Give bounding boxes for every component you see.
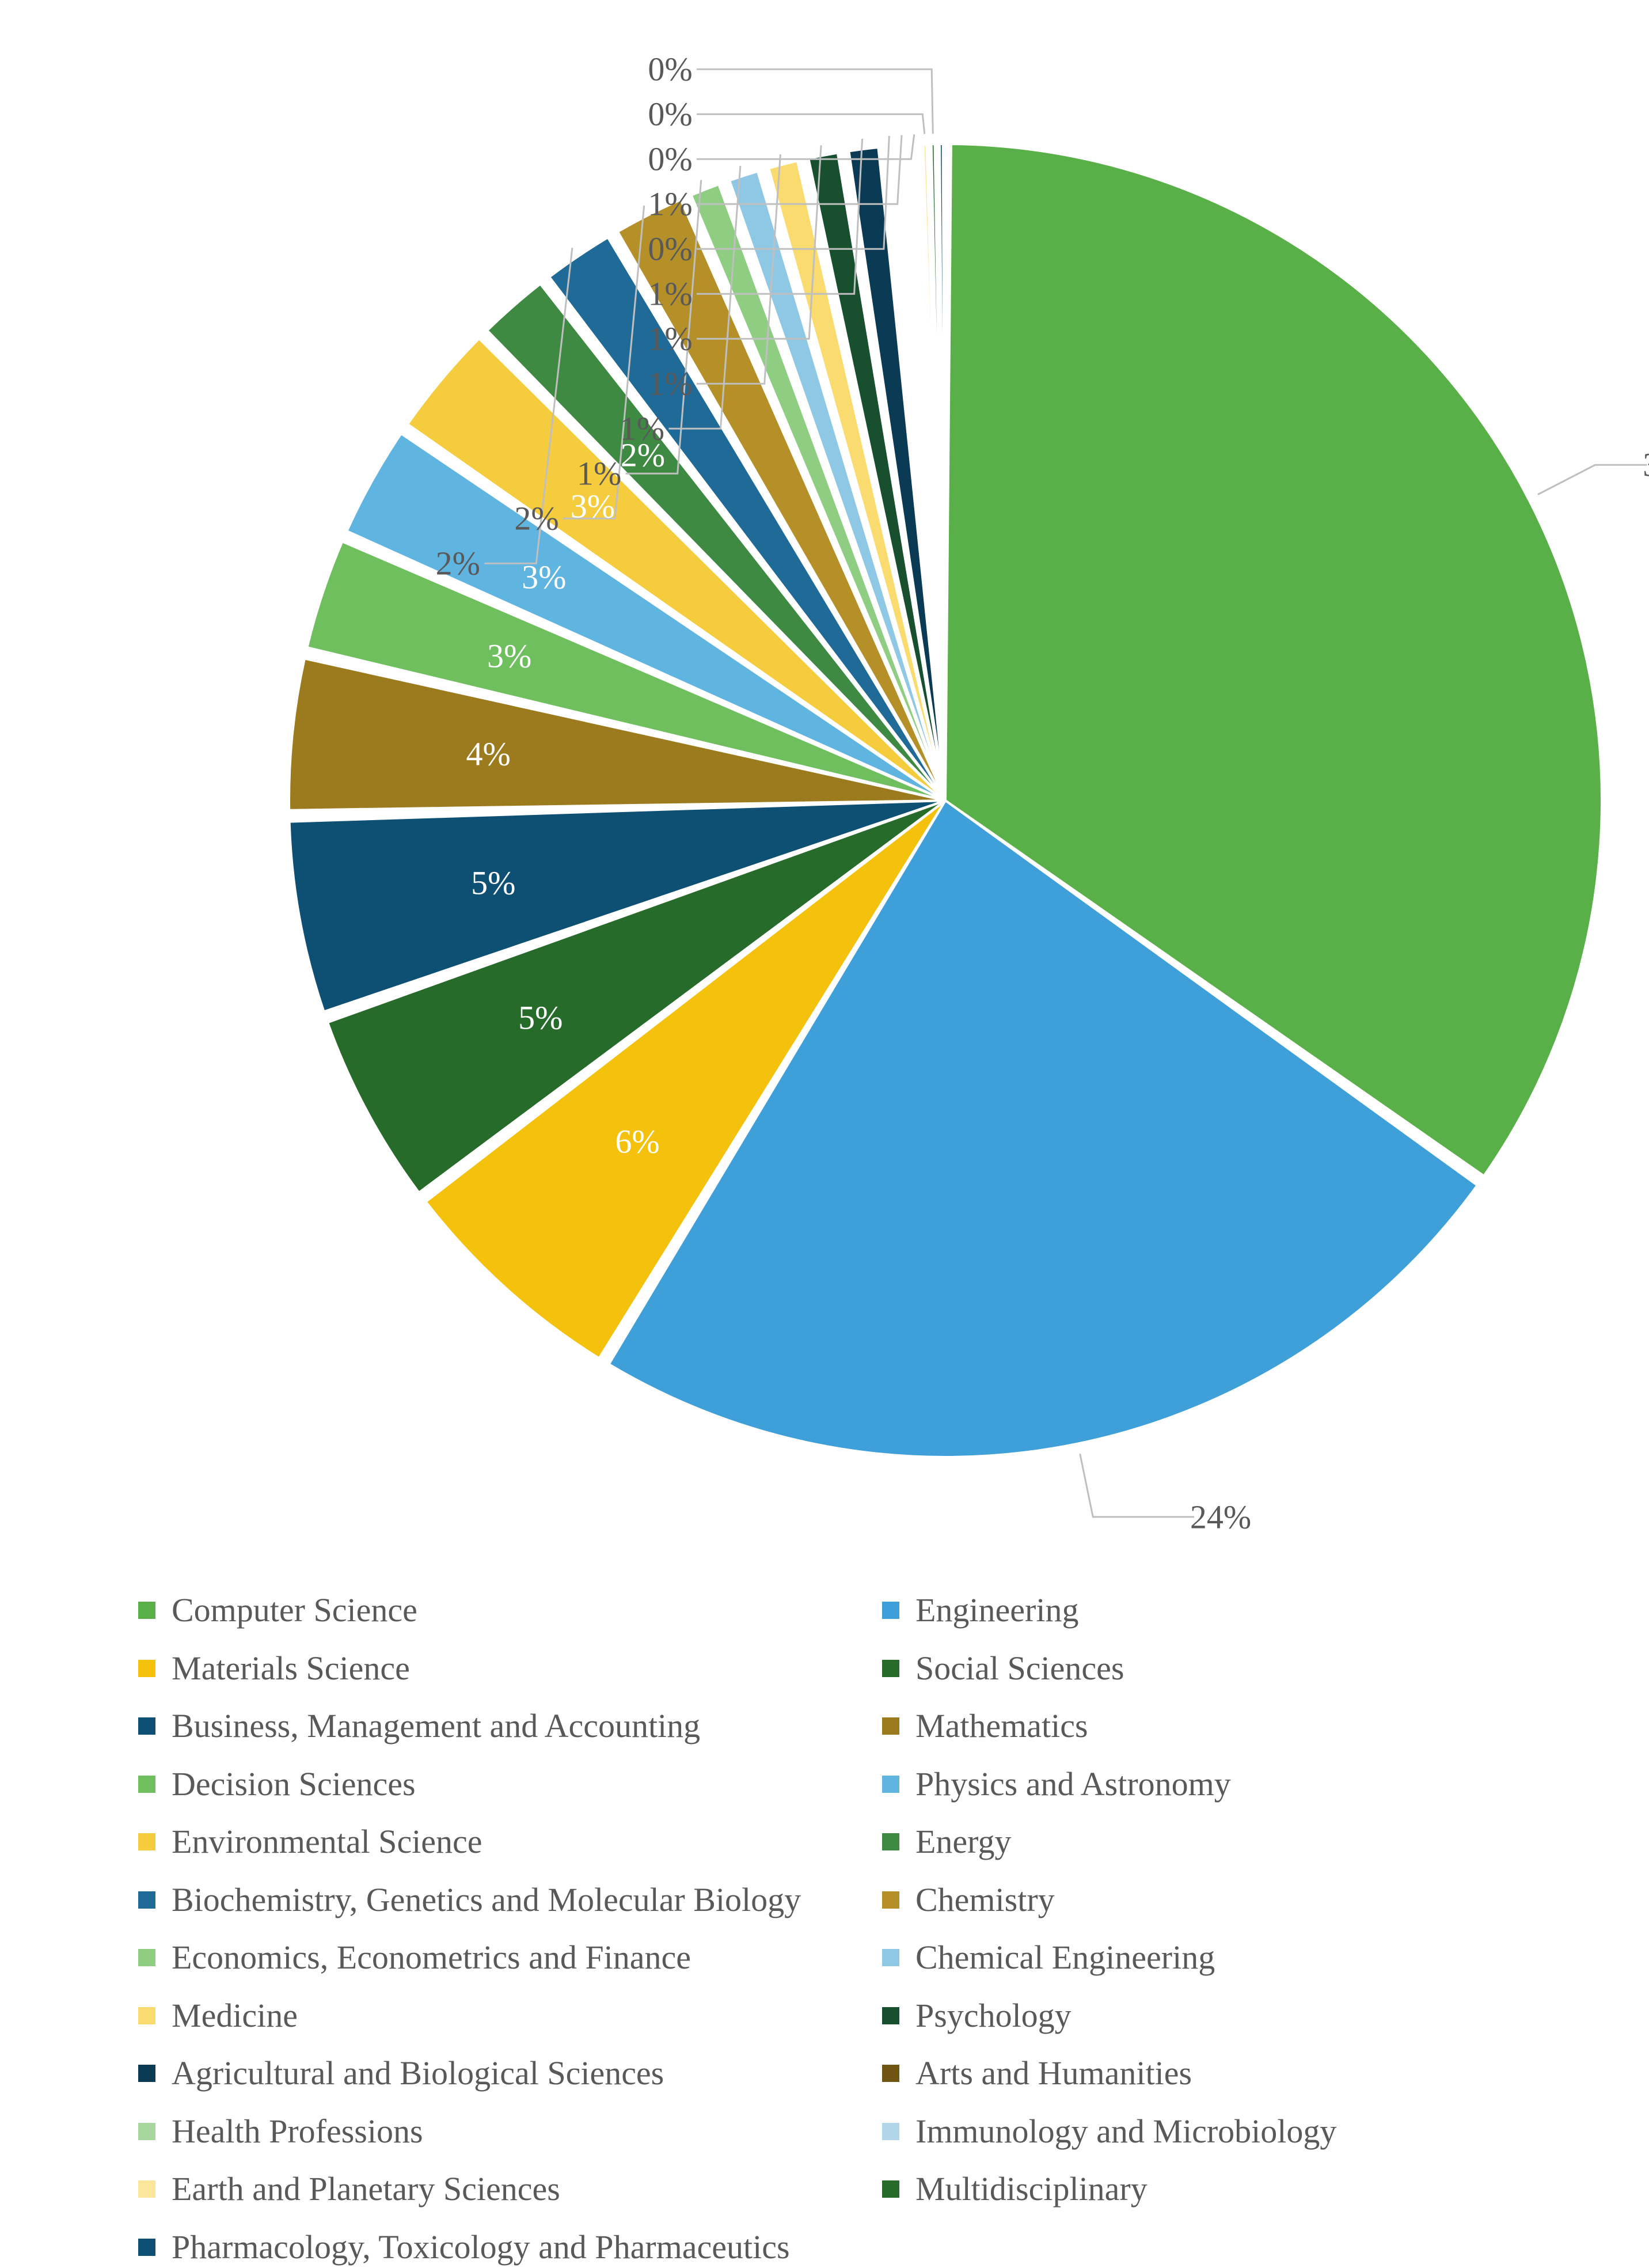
legend-swatch: [882, 1660, 899, 1677]
legend-swatch: [882, 1776, 899, 1793]
legend-swatch: [138, 1891, 155, 1909]
legend-label: Energy: [915, 1821, 1011, 1863]
legend-item: Psychology: [882, 1995, 1603, 2037]
legend-swatch: [882, 1949, 899, 1966]
legend-label: Environmental Science: [172, 1821, 482, 1863]
legend: Computer Science Engineering Materials Sci…: [138, 1590, 1603, 2268]
legend-swatch: [882, 2007, 899, 2024]
legend-item: Materials Science: [138, 1648, 859, 1690]
legend-item: Multidisciplinary: [882, 2168, 1603, 2210]
legend-label: Earth and Planetary Sciences: [172, 2168, 560, 2210]
legend-item: Earth and Planetary Sciences: [138, 2168, 859, 2210]
legend-label: Multidisciplinary: [915, 2168, 1148, 2210]
legend-item: Chemistry: [882, 1879, 1603, 1921]
legend-label: Chemical Engineering: [915, 1937, 1215, 1979]
leader-line: [697, 69, 933, 134]
legend-item: Economics, Econometrics and Finance: [138, 1937, 859, 1979]
legend-label: Mathematics: [915, 1705, 1088, 1747]
legend-label: Computer Science: [172, 1590, 417, 1632]
pie-chart: 6%5%5%4%3%3%3%2%35%24%0%0%0%1%0%1%1%1%1%…: [138, 23, 1603, 1532]
legend-label: Health Professions: [172, 2111, 423, 2153]
legend-item: Environmental Science: [138, 1821, 859, 1863]
legend-swatch: [882, 1602, 899, 1619]
legend-item: Pharmacology, Toxicology and Pharmaceuti…: [138, 2227, 859, 2268]
legend-label: Arts and Humanities: [915, 2053, 1192, 2095]
leader-line: [697, 114, 925, 134]
legend-swatch: [882, 2065, 899, 2082]
legend-label: Business, Management and Accounting: [172, 1705, 700, 1747]
legend-item: Physics and Astronomy: [882, 1763, 1603, 1806]
leader-line: [1080, 1454, 1194, 1517]
legend-swatch: [138, 2180, 155, 2198]
legend-label: Medicine: [172, 1995, 298, 2037]
legend-swatch: [138, 2239, 155, 2256]
legend-item: Social Sciences: [882, 1648, 1603, 1690]
legend-swatch: [882, 1833, 899, 1850]
legend-swatch: [138, 1833, 155, 1850]
legend-label: Social Sciences: [915, 1648, 1124, 1690]
legend-item: Arts and Humanities: [882, 2053, 1603, 2095]
legend-swatch: [882, 1891, 899, 1909]
legend-swatch: [138, 1776, 155, 1793]
legend-item: Energy: [882, 1821, 1603, 1863]
legend-swatch: [138, 2007, 155, 2024]
legend-item: Chemical Engineering: [882, 1937, 1603, 1979]
legend-item: Medicine: [138, 1995, 859, 2037]
legend-label: Engineering: [915, 1590, 1078, 1632]
legend-label: Economics, Econometrics and Finance: [172, 1937, 691, 1979]
figure-root: 6%5%5%4%3%3%3%2%35%24%0%0%0%1%0%1%1%1%1%…: [0, 0, 1649, 2212]
legend-swatch: [138, 1602, 155, 1619]
legend-swatch: [138, 2065, 155, 2082]
legend-label: Biochemistry, Genetics and Molecular Bio…: [172, 1879, 801, 1921]
leader-line: [697, 134, 914, 159]
legend-item: Immunology and Microbiology: [882, 2111, 1603, 2153]
legend-label: Pharmacology, Toxicology and Pharmaceuti…: [172, 2227, 790, 2268]
legend-label: Decision Sciences: [172, 1763, 416, 1806]
legend-swatch: [138, 1949, 155, 1966]
legend-item: Health Professions: [138, 2111, 859, 2153]
legend-label: Immunology and Microbiology: [915, 2111, 1336, 2153]
legend-item: Decision Sciences: [138, 1763, 859, 1806]
legend-label: Physics and Astronomy: [915, 1763, 1231, 1806]
legend-swatch: [882, 2180, 899, 2198]
legend-item: Agricultural and Biological Sciences: [138, 2053, 859, 2095]
legend-label: Materials Science: [172, 1648, 410, 1690]
legend-label: Psychology: [915, 1995, 1072, 2037]
legend-swatch: [138, 1660, 155, 1677]
legend-item: Biochemistry, Genetics and Molecular Bio…: [138, 1879, 859, 1921]
legend-swatch: [138, 2123, 155, 2140]
legend-label: Agricultural and Biological Sciences: [172, 2053, 664, 2095]
pie-svg: [138, 23, 1603, 1532]
legend-swatch: [882, 2123, 899, 2140]
legend-item: Engineering: [882, 1590, 1603, 1632]
leader-line: [1538, 465, 1647, 494]
legend-item: Business, Management and Accounting: [138, 1705, 859, 1747]
legend-item: Mathematics: [882, 1705, 1603, 1747]
legend-label: Chemistry: [915, 1879, 1055, 1921]
legend-swatch: [882, 1717, 899, 1735]
legend-swatch: [138, 1717, 155, 1735]
legend-item: Computer Science: [138, 1590, 859, 1632]
